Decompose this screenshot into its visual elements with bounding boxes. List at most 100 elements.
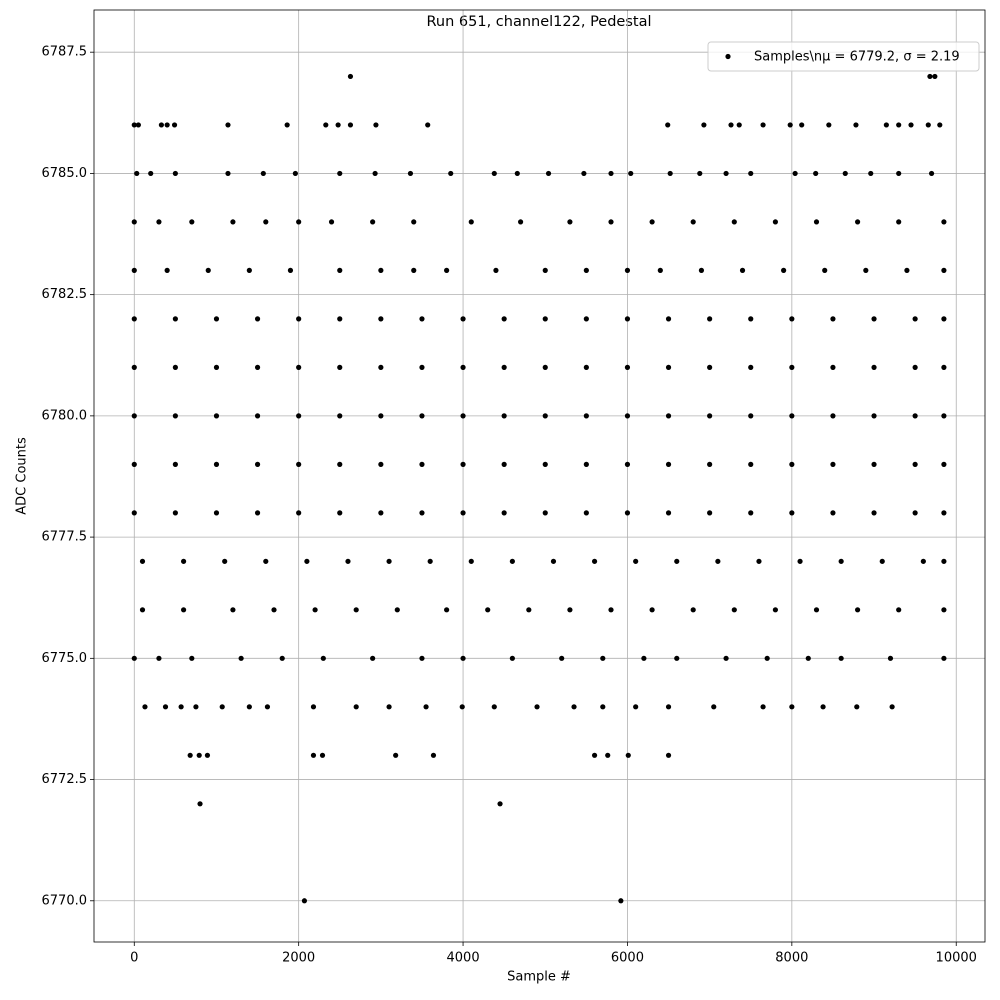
point	[378, 316, 384, 322]
point	[707, 510, 713, 516]
point	[789, 510, 795, 516]
point	[624, 267, 631, 273]
point	[301, 898, 308, 904]
point	[139, 558, 146, 564]
point	[853, 122, 859, 128]
point	[583, 364, 589, 370]
point	[501, 364, 507, 370]
point	[628, 170, 634, 177]
point	[728, 122, 734, 128]
point	[172, 510, 178, 516]
point	[608, 219, 614, 225]
point	[287, 267, 294, 273]
point	[789, 704, 795, 710]
point	[904, 267, 910, 273]
point	[279, 655, 285, 661]
point	[571, 704, 577, 710]
y-tick-label: 6780.0	[42, 408, 88, 423]
point	[715, 558, 721, 564]
point	[830, 461, 836, 467]
point	[707, 461, 713, 467]
point	[193, 704, 199, 710]
point	[254, 364, 261, 370]
point	[180, 558, 187, 564]
point	[491, 704, 497, 710]
point	[707, 316, 713, 322]
point	[337, 364, 343, 370]
point	[296, 219, 302, 225]
point	[213, 510, 220, 516]
point	[545, 170, 552, 177]
point	[941, 413, 947, 419]
point	[213, 316, 220, 322]
point	[131, 461, 137, 467]
point	[337, 316, 343, 322]
point	[328, 219, 335, 225]
point	[830, 413, 836, 419]
point	[501, 510, 507, 516]
point	[665, 413, 672, 419]
point	[131, 219, 137, 225]
point	[920, 558, 926, 564]
point	[665, 122, 671, 128]
point	[172, 316, 178, 322]
point	[501, 461, 507, 467]
point	[213, 364, 220, 370]
point	[304, 558, 310, 564]
point	[787, 122, 793, 128]
point	[238, 655, 244, 661]
point	[284, 122, 290, 128]
point	[254, 413, 261, 419]
point	[633, 704, 639, 710]
point	[941, 607, 947, 613]
point	[534, 704, 540, 710]
point	[460, 510, 466, 516]
point	[407, 170, 414, 177]
point	[723, 170, 729, 177]
point	[756, 558, 762, 564]
point	[736, 122, 742, 128]
point	[323, 122, 329, 128]
point	[542, 364, 548, 370]
point	[131, 122, 137, 128]
plot-frame	[93, 9, 986, 943]
point	[887, 655, 894, 661]
point	[912, 413, 918, 419]
point	[460, 413, 466, 419]
point	[335, 122, 341, 128]
point	[739, 267, 746, 273]
point	[624, 461, 631, 467]
point	[172, 170, 178, 177]
point	[319, 752, 326, 758]
point	[868, 170, 874, 177]
point	[296, 461, 302, 467]
x-tick-label: 0	[130, 951, 138, 966]
point	[797, 558, 803, 564]
point	[581, 170, 587, 177]
point	[624, 510, 631, 516]
point	[591, 558, 598, 564]
point	[697, 170, 703, 177]
point	[131, 510, 137, 516]
point	[941, 267, 947, 273]
point	[378, 413, 384, 419]
point	[172, 413, 178, 419]
point	[491, 170, 497, 177]
point	[781, 267, 787, 273]
point	[427, 558, 433, 564]
point	[941, 510, 947, 516]
point	[501, 316, 507, 322]
point	[707, 413, 713, 419]
point	[937, 122, 943, 128]
point	[583, 267, 589, 273]
point	[386, 558, 392, 564]
point	[838, 655, 844, 661]
y-tick-label: 6785.0	[42, 166, 88, 181]
point	[205, 267, 211, 273]
point	[485, 607, 491, 613]
point	[879, 558, 885, 564]
series	[131, 73, 947, 904]
point	[871, 316, 877, 322]
x-tick-label: 4000	[447, 951, 480, 966]
point	[139, 607, 146, 613]
